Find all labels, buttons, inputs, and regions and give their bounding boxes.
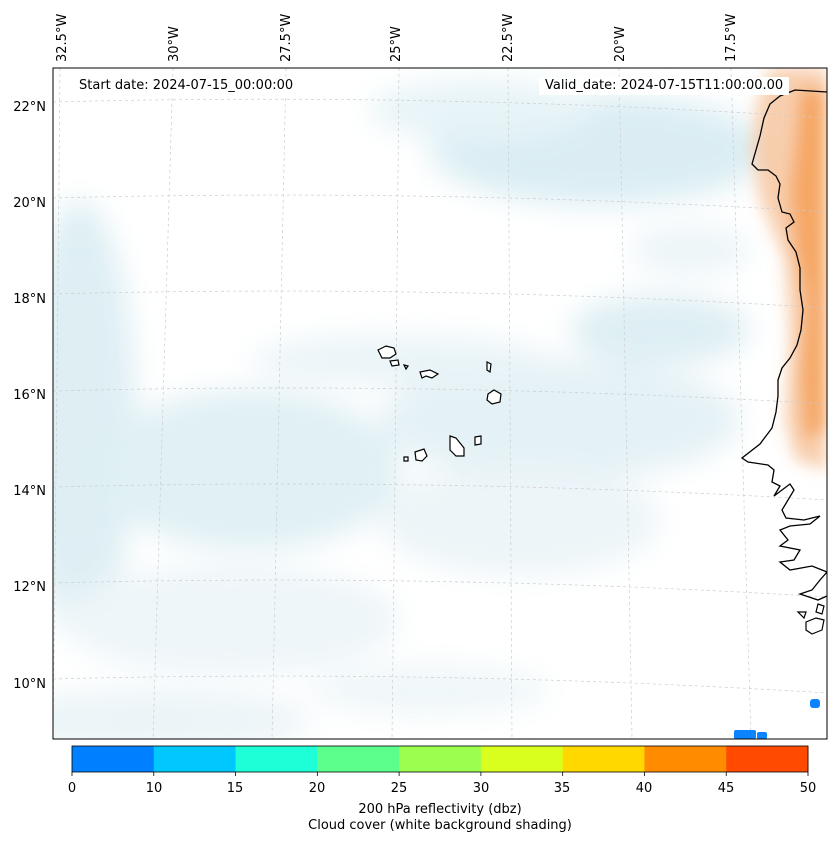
colorbar-segment bbox=[153, 746, 237, 772]
start-date-label: Start date: 2024-07-15_00:00:00 bbox=[73, 77, 300, 95]
colorbar: 0 10 15 20 25 30 35 40 45 50 bbox=[68, 745, 816, 796]
reflectivity-cells bbox=[734, 699, 820, 739]
island-santo-antao bbox=[377, 345, 397, 359]
map-border bbox=[52, 67, 828, 740]
longitude-labels: 32.5°W 30°W 27.5°W 25°W 22.5°W 20°W 17.5… bbox=[55, 14, 739, 62]
island-sao-nicolau bbox=[419, 369, 440, 379]
colorbar-tick-label: 40 bbox=[636, 781, 653, 796]
colorbar-segment bbox=[480, 746, 564, 772]
colorbar-tick-label: 15 bbox=[227, 781, 244, 796]
coastal-islands bbox=[796, 603, 825, 635]
colorbar-tick-label: 50 bbox=[800, 781, 817, 796]
reflectivity-cell bbox=[734, 730, 756, 739]
colorbar-tick-label: 25 bbox=[391, 781, 408, 796]
island-santiago bbox=[449, 435, 465, 457]
lat-label: 10°N bbox=[13, 677, 46, 692]
lat-label: 12°N bbox=[13, 580, 46, 595]
lon-label: 20°W bbox=[613, 26, 628, 62]
lat-label: 18°N bbox=[13, 292, 46, 307]
island-fogo bbox=[414, 448, 428, 462]
lon-label: 22.5°W bbox=[501, 14, 516, 62]
colorbar-tick-label: 10 bbox=[146, 781, 163, 796]
cloud-cover-shading bbox=[53, 80, 770, 739]
lat-label: 20°N bbox=[13, 196, 46, 211]
reflectivity-cell bbox=[810, 699, 820, 708]
cape-verde-islands bbox=[377, 345, 502, 462]
lon-label: 25°W bbox=[389, 26, 404, 62]
colorbar-segment bbox=[317, 746, 400, 772]
lat-label: 22°N bbox=[13, 100, 46, 115]
valid-date-label: Valid_date: 2024-07-15T11:00:00.00 bbox=[539, 77, 790, 95]
land-temperature-shading bbox=[752, 68, 827, 470]
island-boa-vista bbox=[486, 389, 502, 405]
colorbar-segments bbox=[72, 746, 809, 772]
lat-label: 16°N bbox=[13, 388, 46, 403]
colorbar-segment bbox=[644, 746, 727, 772]
island-brava bbox=[403, 456, 409, 462]
colorbar-tick-label: 45 bbox=[718, 781, 735, 796]
colorbar-segment bbox=[726, 746, 809, 772]
colorbar-outline bbox=[71, 745, 809, 773]
lon-label: 30°W bbox=[167, 26, 182, 62]
colorbar-tick-label: 0 bbox=[68, 781, 76, 796]
colorbar-segment bbox=[562, 746, 645, 772]
colorbar-ticks bbox=[71, 772, 809, 776]
colorbar-tick-labels: 0 10 15 20 25 30 35 40 45 50 bbox=[68, 781, 816, 796]
lon-label: 17.5°W bbox=[724, 14, 739, 62]
island-sal bbox=[486, 361, 492, 374]
colorbar-segment bbox=[235, 746, 318, 772]
lat-label: 14°N bbox=[13, 484, 46, 499]
colorbar-sublabel: Cloud cover (white background shading) bbox=[308, 818, 572, 833]
island-maio bbox=[474, 435, 482, 446]
colorbar-label: 200 hPa reflectivity (dbz) bbox=[358, 802, 522, 817]
colorbar-tick-label: 30 bbox=[473, 781, 490, 796]
reflectivity-cell bbox=[757, 732, 767, 739]
island-santa-luzia bbox=[402, 364, 409, 371]
lon-label: 32.5°W bbox=[55, 14, 70, 62]
colorbar-tick-label: 35 bbox=[554, 781, 571, 796]
lon-label: 27.5°W bbox=[279, 14, 294, 62]
africa-coastline bbox=[740, 89, 827, 601]
latitude-labels: 22°N 20°N 18°N 16°N 14°N 12°N 10°N bbox=[13, 100, 46, 692]
colorbar-segment bbox=[72, 746, 155, 772]
island-sao-vicente bbox=[389, 359, 400, 367]
colorbar-tick-label: 20 bbox=[309, 781, 326, 796]
colorbar-segment bbox=[399, 746, 482, 772]
graticule bbox=[53, 68, 827, 739]
